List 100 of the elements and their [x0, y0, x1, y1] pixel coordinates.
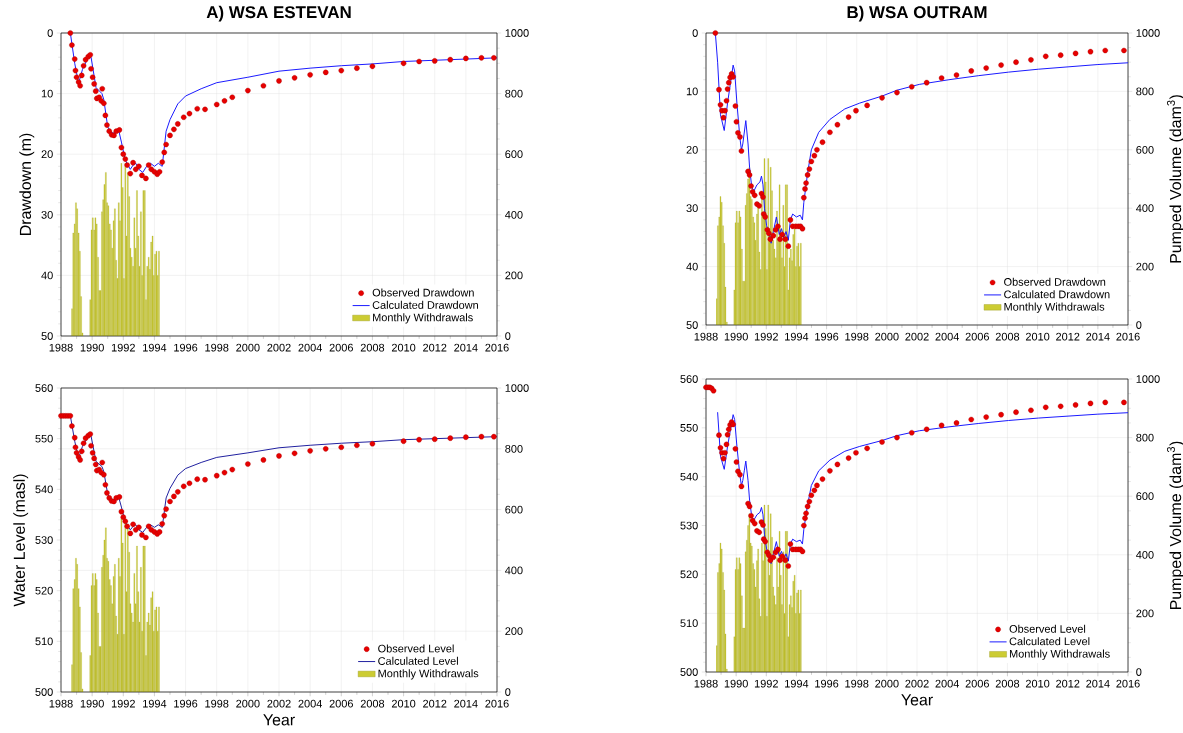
x-tick-label: 2008 — [995, 679, 1020, 688]
y2-tick-label: 1000 — [1136, 375, 1160, 383]
x-tick-label: 1988 — [49, 343, 73, 352]
x-tick-label: 1992 — [111, 343, 135, 352]
x-tick-label: 2014 — [1086, 332, 1110, 341]
x-tick-label: 2016 — [485, 343, 509, 352]
x-tick-label: 2006 — [329, 343, 353, 352]
y-tick-label: 500 — [680, 668, 698, 676]
x-tick-label: 1992 — [754, 679, 778, 688]
x-tick-label: 2002 — [905, 679, 929, 688]
y2-tick-label: 800 — [1136, 433, 1154, 442]
x-tick-label: 1990 — [724, 679, 748, 688]
x-tick-label: 2000 — [875, 332, 899, 341]
x-tick-label: 1998 — [845, 332, 869, 341]
y2-tick-label: 0 — [1136, 668, 1142, 676]
y2-tick-label: 200 — [505, 271, 523, 280]
y2-tick-label: 1000 — [505, 384, 529, 392]
x-tick-label: 1996 — [174, 343, 198, 352]
x-tick-label: 2002 — [905, 332, 929, 341]
x-tick-label: 2012 — [423, 343, 447, 352]
x-tick-label: 1990 — [80, 699, 104, 708]
x-tick-label: 2012 — [1056, 679, 1080, 688]
y2-tick-label: 400 — [1136, 550, 1154, 559]
y-axis-title: Water Level (masl) — [13, 474, 29, 607]
x-tick-label: 1996 — [815, 679, 839, 688]
x-tick-label: 2000 — [236, 699, 260, 708]
legend-label: Monthly Withdrawals — [378, 669, 479, 680]
y2-tick-label: 200 — [1136, 609, 1154, 618]
y-axis-title: Drawdown (m) — [19, 133, 35, 235]
y2-tick-label: 1000 — [1136, 29, 1160, 37]
y2-tick-label: 600 — [1136, 492, 1154, 501]
y-tick-label: 510 — [680, 619, 698, 628]
x-tick-label: 2012 — [423, 699, 447, 708]
y2-tick-label: 800 — [505, 444, 523, 453]
legend-label: Calculated Drawdown — [372, 300, 478, 309]
x-axis-title: Year — [901, 694, 933, 706]
legend-label: Observed Level — [1009, 624, 1086, 633]
y-tick-label: 30 — [41, 210, 53, 219]
y-tick-label: 30 — [686, 204, 698, 213]
x-tick-label: 1990 — [724, 332, 748, 341]
x-tick-label: 2000 — [875, 679, 899, 688]
y-tick-label: 40 — [686, 262, 698, 271]
x-tick-label: 2002 — [267, 699, 291, 708]
x-tick-label: 1996 — [174, 699, 198, 708]
y2-tick-label: 800 — [505, 89, 523, 98]
chart-title: A) WSA ESTEVAN — [206, 5, 351, 22]
y2-tick-label: 600 — [505, 505, 523, 514]
y-tick-label: 0 — [47, 29, 53, 37]
y2-tick-label: 1000 — [505, 29, 529, 37]
y2-tick-label: 600 — [1136, 145, 1154, 154]
y2-tick-label: 400 — [505, 566, 523, 575]
legend-label: Observed Level — [378, 644, 454, 653]
chart-title: B) WSA OUTRAM — [847, 5, 987, 22]
x-tick-label: 2004 — [935, 679, 960, 688]
y-tick-label: 20 — [41, 150, 53, 159]
y-tick-label: 10 — [41, 89, 53, 98]
x-tick-label: 2004 — [298, 699, 322, 708]
x-tick-label: 1996 — [815, 332, 839, 341]
x-tick-label: 2014 — [1086, 679, 1110, 688]
legend-label: Calculated Level — [1009, 637, 1090, 646]
x-tick-label: 1990 — [80, 343, 104, 352]
legend-label: Observed Drawdown — [1004, 277, 1106, 286]
y-tick-label: 50 — [41, 332, 53, 340]
y2-tick-label: 800 — [1136, 87, 1154, 96]
y-tick-label: 0 — [692, 29, 698, 37]
x-tick-label: 2016 — [485, 699, 509, 708]
x-tick-label: 2010 — [1025, 332, 1050, 341]
x-tick-label: 1998 — [845, 679, 869, 688]
x-tick-label: 1992 — [754, 332, 778, 341]
x-tick-label: 2008 — [995, 332, 1020, 341]
y2-tick-label: 600 — [505, 150, 523, 159]
y2-tick-label: 200 — [1136, 262, 1154, 271]
x-tick-label: 1998 — [205, 343, 229, 352]
y-tick-label: 550 — [35, 434, 53, 443]
x-tick-label: 2010 — [1025, 679, 1050, 688]
x-tick-label: 2006 — [965, 679, 989, 688]
x-tick-label: 2008 — [360, 699, 385, 708]
x-tick-label: 2016 — [1116, 679, 1140, 688]
x-tick-label: 2000 — [236, 343, 260, 352]
x-tick-label: 1994 — [143, 343, 167, 352]
legend-label: Monthly Withdrawals — [1009, 649, 1110, 660]
x-tick-label: 2006 — [329, 699, 353, 708]
x-tick-label: 1992 — [111, 699, 135, 708]
x-tick-label: 1988 — [49, 699, 73, 708]
legend-label: Monthly Withdrawals — [1004, 302, 1105, 313]
legend-label: Monthly Withdrawals — [373, 313, 473, 324]
y-tick-label: 520 — [35, 586, 53, 595]
y-tick-label: 50 — [686, 321, 698, 329]
y-tick-label: 20 — [686, 145, 698, 154]
y2-tick-label: 200 — [505, 627, 523, 636]
y-tick-label: 510 — [35, 637, 53, 646]
y2-tick-label: 0 — [1136, 321, 1142, 329]
y2-tick-label: 0 — [505, 332, 511, 340]
x-tick-label: 1998 — [205, 699, 229, 708]
x-tick-label: 2008 — [360, 343, 385, 352]
y2-tick-label: 400 — [1136, 204, 1154, 213]
x-tick-label: 2010 — [391, 699, 416, 708]
y-tick-label: 40 — [41, 271, 53, 280]
y-tick-label: 560 — [680, 375, 698, 383]
y-tick-label: 10 — [686, 87, 698, 96]
